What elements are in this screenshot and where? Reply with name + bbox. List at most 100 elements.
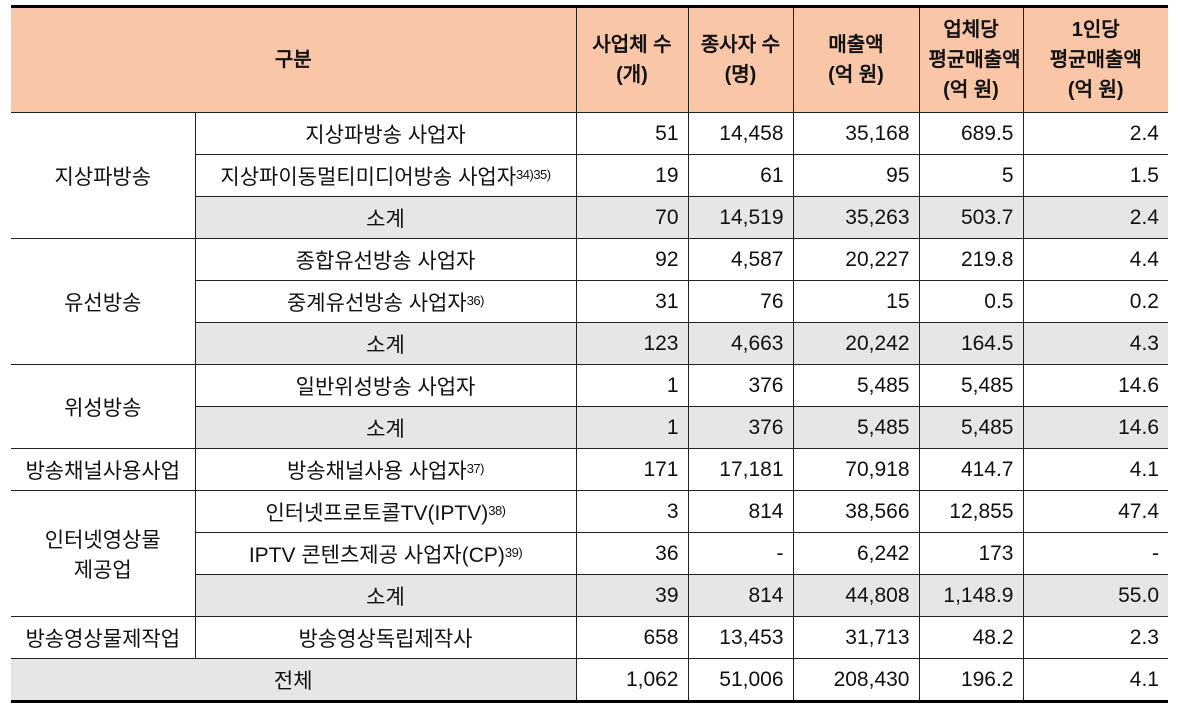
value-cell: 2.4 bbox=[1022, 112, 1168, 155]
row-label: 소계 bbox=[195, 322, 577, 365]
value-cell: 376 bbox=[687, 406, 794, 449]
value-cell: 14,458 bbox=[687, 112, 794, 155]
group-label: 방송영상물제작업 bbox=[11, 616, 196, 659]
row-label-text: 소계 bbox=[366, 207, 405, 231]
value-cell: 4,663 bbox=[687, 322, 794, 365]
value-cell: 2.3 bbox=[1022, 616, 1168, 659]
header-row: 구분 사업체 수 (개) 종사자 수 (명) 매출액 (억 원) 업체당 평균매출액 (억 원) 1… bbox=[11, 6, 1168, 113]
value-cell: 1 bbox=[575, 364, 689, 407]
value-cell: - bbox=[687, 532, 794, 575]
value-cell: 123 bbox=[575, 322, 689, 365]
row-label: 중계유선방송 사업자36) bbox=[195, 280, 577, 323]
value-cell: 35,263 bbox=[792, 196, 920, 239]
value-cell: 47.4 bbox=[1022, 490, 1168, 533]
group-label: 유선방송 bbox=[11, 238, 196, 365]
total-value-cell: 208,430 bbox=[792, 658, 920, 702]
value-cell: 3 bbox=[575, 490, 689, 533]
value-cell: 31 bbox=[575, 280, 689, 323]
total-row: 전체 1,062 51,006 208,430 196.2 4.1 bbox=[11, 658, 1168, 702]
value-cell: 1,148.9 bbox=[918, 574, 1024, 617]
row-label-text: 종합유선방송 사업자 bbox=[295, 249, 476, 273]
footnote-ref: 39) bbox=[504, 544, 523, 560]
value-cell: 13,453 bbox=[687, 616, 794, 659]
column-header: 구분 bbox=[11, 6, 577, 113]
broadcast-industry-table: 구분 사업체 수 (개) 종사자 수 (명) 매출액 (억 원) 업체당 평균매출액 (억 원) 1… bbox=[11, 5, 1168, 703]
table-row: 지상파이동멀티미디어방송 사업자34)35) 19 61 95 5 1.5 bbox=[11, 154, 1168, 197]
value-cell: 219.8 bbox=[918, 238, 1024, 281]
row-label: 일반위성방송 사업자 bbox=[194, 364, 577, 407]
row-label-text: 지상파방송 사업자 bbox=[305, 123, 466, 147]
value-cell: 814 bbox=[687, 490, 794, 533]
value-cell: 1 bbox=[575, 406, 689, 449]
value-cell: 1.5 bbox=[1022, 154, 1168, 197]
row-label: 소계 bbox=[195, 406, 577, 449]
row-label: 지상파방송 사업자 bbox=[194, 112, 577, 155]
column-header: 종사자 수 (명) bbox=[687, 6, 794, 113]
table-row: 유선방송 종합유선방송 사업자 92 4,587 20,227 219.8 4.4 bbox=[11, 238, 1168, 365]
row-label-text: 소계 bbox=[366, 417, 405, 441]
subtotal-row: 소계 39 814 44,808 1,148.9 55.0 bbox=[11, 574, 1168, 617]
value-cell: 5,485 bbox=[918, 364, 1024, 407]
total-value-cell: 196.2 bbox=[918, 658, 1024, 702]
value-cell: 51 bbox=[575, 112, 689, 155]
column-header: 매출액 (억 원) bbox=[792, 6, 920, 113]
table-row: 위성방송 일반위성방송 사업자 1 376 5,485 5,485 14.6 bbox=[11, 364, 1168, 449]
value-cell: 5,485 bbox=[792, 364, 920, 407]
value-cell: 4,587 bbox=[687, 238, 794, 281]
row-label-text: 인터넷프로토콜TV(IPTV) bbox=[265, 501, 489, 525]
value-cell: 44,808 bbox=[792, 574, 920, 617]
value-cell: 4.4 bbox=[1022, 238, 1168, 281]
value-cell: 20,242 bbox=[792, 322, 920, 365]
column-header: 업체당 평균매출액 (억 원) bbox=[918, 6, 1024, 113]
row-label-text: 일반위성방송 사업자 bbox=[295, 375, 476, 399]
value-cell: 76 bbox=[687, 280, 794, 323]
value-cell: 689.5 bbox=[918, 112, 1024, 155]
row-label: 종합유선방송 사업자 bbox=[194, 238, 577, 281]
value-cell: 17,181 bbox=[687, 448, 794, 491]
value-cell: 12,855 bbox=[918, 490, 1024, 533]
row-label: 소계 bbox=[195, 574, 577, 617]
value-cell: 55.0 bbox=[1022, 574, 1168, 617]
value-cell: 376 bbox=[687, 364, 794, 407]
value-cell: 31,713 bbox=[792, 616, 920, 659]
value-cell: 4.1 bbox=[1022, 448, 1168, 491]
group-label: 방송채널사용사업 bbox=[11, 448, 196, 491]
value-cell: 0.5 bbox=[918, 280, 1024, 323]
total-value-cell: 4.1 bbox=[1022, 658, 1168, 702]
table-row: 인터넷영상물 제공업 인터넷프로토콜TV(IPTV)38) 3 814 38,566 12,… bbox=[11, 490, 1168, 617]
value-cell: 4.3 bbox=[1022, 322, 1168, 365]
value-cell: 0.2 bbox=[1022, 280, 1168, 323]
value-cell: 15 bbox=[792, 280, 920, 323]
value-cell: 14.6 bbox=[1022, 406, 1168, 449]
subtotal-row: 소계 70 14,519 35,263 503.7 2.4 bbox=[11, 196, 1168, 239]
value-cell: 164.5 bbox=[918, 322, 1024, 365]
row-label: 지상파이동멀티미디어방송 사업자34)35) bbox=[195, 154, 577, 197]
table-row: 방송영상물제작업 방송영상독립제작사 658 13,453 31,713 48.2 2.3 bbox=[11, 616, 1168, 659]
row-label: 소계 bbox=[195, 196, 577, 239]
value-cell: 70 bbox=[575, 196, 689, 239]
row-label-text: 방송채널사용 사업자 bbox=[286, 459, 467, 483]
total-value-cell: 1,062 bbox=[575, 658, 689, 702]
table-row: 방송채널사용사업 방송채널사용 사업자37) 171 17,181 70,918 414.… bbox=[11, 448, 1168, 491]
value-cell: 5,485 bbox=[792, 406, 920, 449]
value-cell: 6,242 bbox=[792, 532, 920, 575]
value-cell: 14.6 bbox=[1022, 364, 1168, 407]
value-cell: 92 bbox=[575, 238, 689, 281]
row-label-text: 지상파이동멀티미디어방송 사업자 bbox=[220, 165, 517, 189]
value-cell: 414.7 bbox=[918, 448, 1024, 491]
row-label: 방송영상독립제작사 bbox=[194, 616, 577, 659]
row-label: 인터넷프로토콜TV(IPTV)38) bbox=[194, 490, 577, 533]
group-label: 인터넷영상물 제공업 bbox=[11, 490, 196, 617]
value-cell: 61 bbox=[687, 154, 794, 197]
value-cell: 39 bbox=[575, 574, 689, 617]
column-header: 사업체 수 (개) bbox=[575, 6, 689, 113]
row-label-text: 중계유선방송 사업자 bbox=[286, 291, 467, 315]
value-cell: 171 bbox=[575, 448, 689, 491]
value-cell: 2.4 bbox=[1022, 196, 1168, 239]
footnote-ref: 38) bbox=[488, 502, 506, 518]
subtotal-row: 소계 123 4,663 20,242 164.5 4.3 bbox=[11, 322, 1168, 365]
value-cell: 48.2 bbox=[918, 616, 1024, 659]
row-label-text: 소계 bbox=[366, 333, 405, 357]
value-cell: 5 bbox=[918, 154, 1024, 197]
footnote-ref: 37) bbox=[466, 460, 485, 476]
